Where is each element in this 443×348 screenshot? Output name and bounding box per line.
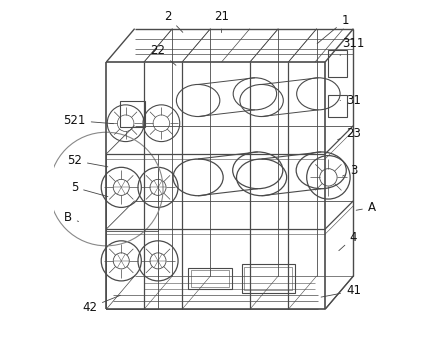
Text: A: A — [356, 201, 376, 214]
Text: 22: 22 — [151, 44, 176, 65]
Text: 521: 521 — [63, 114, 113, 127]
Bar — [241, 264, 295, 293]
Bar — [244, 267, 292, 290]
Text: 21: 21 — [214, 10, 229, 33]
Text: B: B — [64, 211, 78, 224]
Bar — [120, 101, 145, 127]
Text: 5: 5 — [71, 181, 108, 197]
Bar — [188, 268, 232, 289]
Bar — [106, 229, 158, 309]
Text: 31: 31 — [340, 94, 361, 107]
Text: 4: 4 — [339, 231, 357, 251]
Text: 1: 1 — [317, 14, 349, 44]
Text: 41: 41 — [321, 284, 361, 298]
Bar — [328, 95, 347, 117]
Text: 52: 52 — [67, 154, 108, 167]
Text: 2: 2 — [164, 10, 183, 32]
Text: 311: 311 — [340, 37, 365, 55]
Bar — [191, 270, 229, 287]
Text: 42: 42 — [82, 295, 120, 314]
Text: 3: 3 — [342, 164, 357, 177]
Bar — [106, 154, 158, 231]
Bar — [328, 50, 347, 77]
Text: 23: 23 — [338, 127, 361, 140]
